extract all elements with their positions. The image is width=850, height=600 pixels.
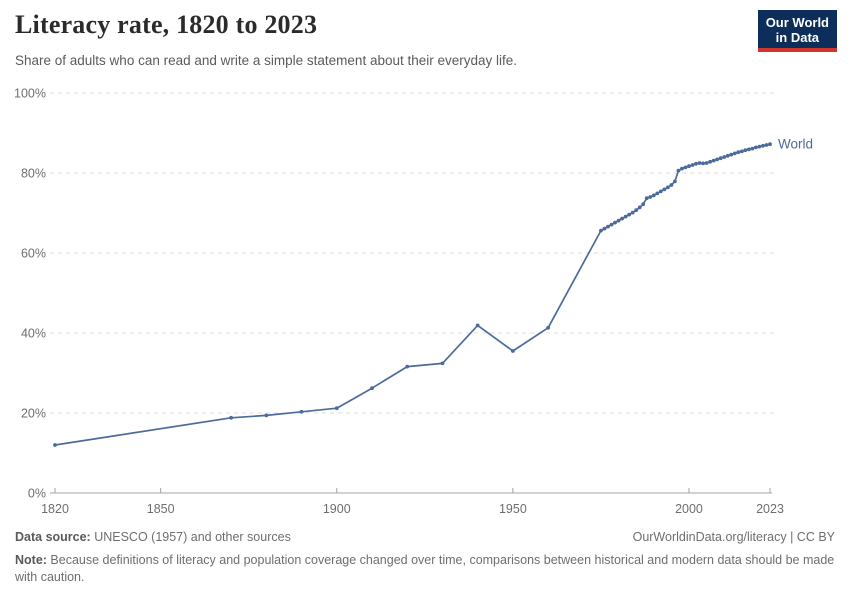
owid-logo[interactable]: Our World in Data bbox=[757, 10, 837, 52]
data-source-line: Data source: UNESCO (1957) and other sou… bbox=[15, 530, 291, 544]
svg-text:60%: 60% bbox=[21, 247, 46, 261]
owid-logo-line1: Our World bbox=[765, 15, 829, 30]
page-title: Literacy rate, 1820 to 2023 bbox=[15, 10, 318, 39]
owid-url-link[interactable]: OurWorldinData.org/literacy bbox=[632, 530, 787, 544]
svg-text:World: World bbox=[778, 137, 813, 152]
chart-note: Note: Because definitions of literacy an… bbox=[15, 552, 835, 586]
svg-text:1950: 1950 bbox=[499, 502, 527, 516]
owid-logo-line2: in Data bbox=[775, 30, 820, 45]
footer: Data source: UNESCO (1957) and other sou… bbox=[15, 530, 835, 544]
svg-text:1850: 1850 bbox=[147, 502, 175, 516]
svg-text:20%: 20% bbox=[21, 407, 46, 421]
note-text: Because definitions of literacy and popu… bbox=[15, 553, 835, 584]
svg-text:2000: 2000 bbox=[675, 502, 703, 516]
svg-text:40%: 40% bbox=[21, 327, 46, 341]
cc-by-link[interactable]: CC BY bbox=[796, 530, 835, 544]
svg-text:80%: 80% bbox=[21, 167, 46, 181]
credit-divider: | bbox=[786, 530, 797, 544]
note-label: Note: bbox=[15, 553, 47, 567]
chart-subtitle: Share of adults who can read and write a… bbox=[15, 53, 518, 68]
svg-text:1900: 1900 bbox=[323, 502, 351, 516]
credit-line: OurWorldinData.org/literacy | CC BY bbox=[633, 530, 835, 544]
data-source-label: Data source: bbox=[15, 530, 91, 544]
data-source-text: UNESCO (1957) and other sources bbox=[90, 530, 291, 544]
svg-text:2023: 2023 bbox=[756, 502, 784, 516]
svg-text:100%: 100% bbox=[14, 87, 46, 101]
svg-text:1820: 1820 bbox=[41, 502, 69, 516]
svg-text:0%: 0% bbox=[28, 487, 46, 501]
